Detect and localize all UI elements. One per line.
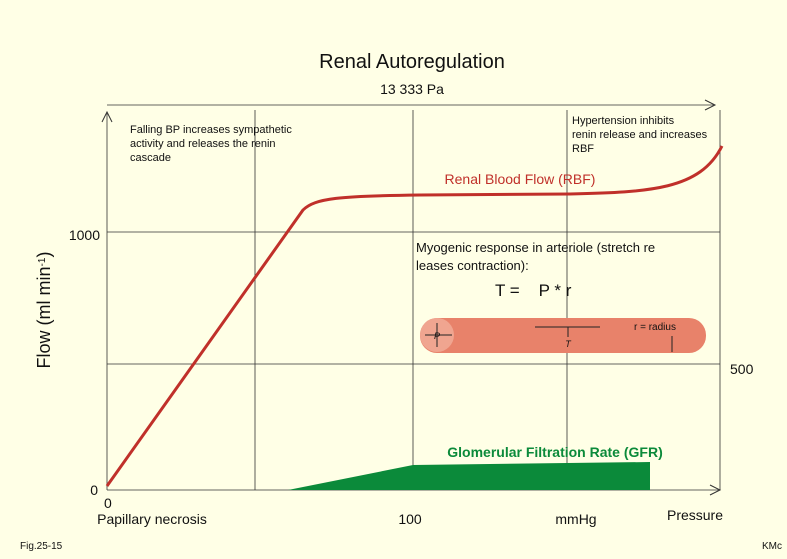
y-axis-label: Flow (ml min-1) [34, 252, 54, 369]
arrow [704, 99, 717, 111]
y2-tick-label: 500 [730, 361, 754, 377]
annotation: Hypertension inhibits [572, 115, 675, 127]
arteriole: P T r = radius [420, 318, 706, 353]
tube-label: r = radius [634, 322, 676, 333]
annotation: Falling BP increases sympathetic [130, 124, 292, 136]
x-tick-label: Papillary necrosis [97, 511, 207, 527]
x-tick-label: 100 [398, 511, 422, 527]
y-label-main: Flow (ml min [34, 266, 54, 368]
y-tick-label: 0 [90, 482, 98, 498]
annotation: Myogenic response in arteriole (stretch … [416, 240, 655, 255]
annotation: leases contraction): [416, 258, 529, 273]
annotation: RBF [572, 143, 594, 155]
gfr-area [288, 462, 650, 490]
annotation: cascade [130, 152, 171, 164]
x-tick-label: 0 [104, 495, 112, 511]
rbf-curve [105, 145, 724, 487]
author: KMc [762, 541, 782, 552]
y-tick-label: 1000 [69, 227, 100, 243]
title: Renal Autoregulation [319, 51, 505, 73]
subtitle: 13 333 Pa [380, 81, 444, 97]
formula: T = P * r [495, 281, 572, 300]
annotation: renin release and increases [572, 129, 708, 141]
arrow [101, 110, 113, 123]
gfr-label: Glomerular Filtration Rate (GFR) [447, 444, 662, 460]
x-tick-label: mmHg [555, 511, 596, 527]
annotation: activity and releases the renin [130, 138, 276, 150]
tube [420, 318, 706, 353]
rbf-label: Renal Blood Flow (RBF) [445, 171, 596, 187]
y-label-end: ) [34, 252, 54, 258]
x-tick-label: Pressure [667, 507, 723, 523]
figure-number: Fig.25-15 [20, 541, 63, 552]
y-label-sup: -1 [37, 257, 48, 266]
arrow [709, 484, 722, 496]
tube-label: P [434, 331, 440, 341]
tube-label: T [565, 339, 572, 349]
